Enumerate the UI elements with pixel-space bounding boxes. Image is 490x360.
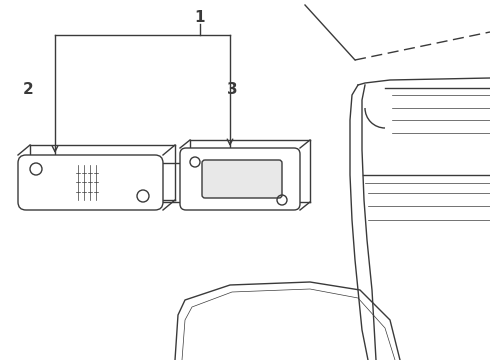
FancyBboxPatch shape: [180, 148, 300, 210]
FancyBboxPatch shape: [18, 155, 163, 210]
FancyBboxPatch shape: [202, 160, 282, 198]
Text: 1: 1: [195, 10, 205, 26]
Text: 2: 2: [23, 82, 33, 98]
Text: 3: 3: [227, 82, 237, 98]
